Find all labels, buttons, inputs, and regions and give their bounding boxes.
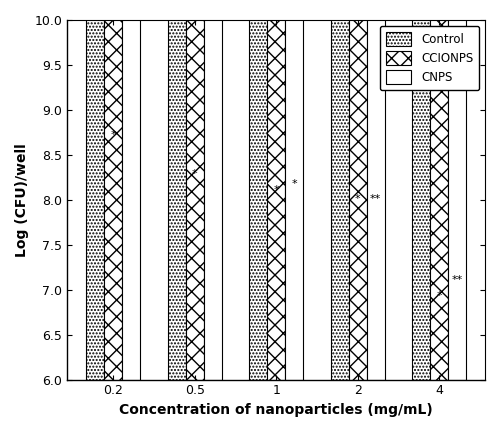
Text: *: * (110, 130, 116, 140)
Bar (366, 0, 384, 380)
Bar (348, 0, 366, 380)
Text: *: * (292, 179, 297, 189)
Bar (122, 0, 140, 380)
Bar (104, 0, 122, 380)
Bar (204, 0, 222, 380)
Text: *: * (192, 169, 198, 179)
Bar (267, 0, 285, 380)
Text: *: * (436, 291, 442, 302)
Legend: Control, CCIONPS, CNPS: Control, CCIONPS, CNPS (380, 26, 479, 90)
Text: **: ** (452, 275, 462, 285)
Y-axis label: Log (CFU)/well: Log (CFU)/well (15, 143, 29, 257)
Bar (86, 0, 104, 380)
Bar (186, 0, 204, 380)
Bar (448, 0, 466, 380)
Text: **: ** (370, 194, 381, 204)
Bar (330, 0, 348, 380)
Bar (168, 0, 186, 380)
Bar (285, 0, 303, 380)
Bar (412, 0, 430, 380)
Text: *: * (355, 194, 360, 204)
X-axis label: Concentration of nanoparticles (mg/mL): Concentration of nanoparticles (mg/mL) (120, 403, 433, 417)
Bar (430, 0, 448, 380)
Text: *: * (274, 185, 279, 195)
Bar (250, 0, 267, 380)
